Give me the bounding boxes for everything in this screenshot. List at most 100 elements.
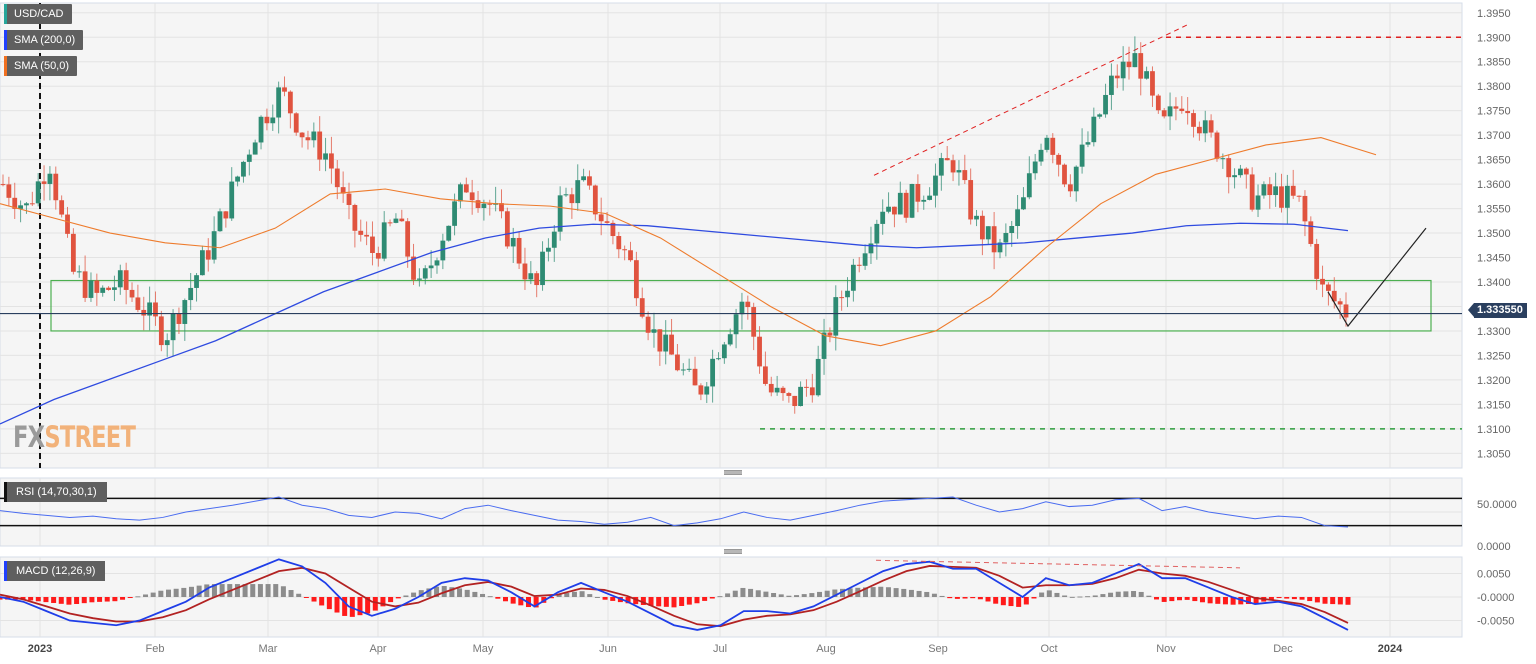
candle-body xyxy=(686,368,692,370)
candle-body xyxy=(903,192,909,218)
candle-body xyxy=(950,160,956,173)
macd-histogram-bar xyxy=(242,584,248,597)
current-price-tag: 1.333550 xyxy=(1468,303,1527,318)
macd-histogram-bar xyxy=(204,584,210,597)
candle-body xyxy=(1056,154,1062,165)
candle-body xyxy=(1214,132,1220,159)
candle-body xyxy=(53,173,59,201)
macd-histogram-bar xyxy=(748,588,754,597)
macd-histogram-bar xyxy=(1337,597,1343,605)
candle-body xyxy=(1044,137,1050,150)
candle-body xyxy=(815,358,821,396)
macd-histogram-bar xyxy=(66,597,72,605)
macd-histogram-bar xyxy=(817,591,823,597)
macd-histogram-bar xyxy=(663,597,669,607)
candle-body xyxy=(915,183,921,202)
macd-histogram-bar xyxy=(840,588,845,597)
rising-trendline xyxy=(873,23,1191,176)
macd-histogram-bar xyxy=(411,592,417,597)
macd-label-text: MACD (12,26,9) xyxy=(16,565,96,577)
candle-body xyxy=(176,313,182,324)
x-axis-label: 2024 xyxy=(1378,643,1403,655)
macd-histogram-bar xyxy=(1314,597,1320,603)
macd-axis-label: -0.0050 xyxy=(1477,616,1514,628)
legend-label: SMA (200,0) xyxy=(14,34,76,46)
macd-histogram-bar xyxy=(993,597,999,604)
candle-body xyxy=(669,334,674,355)
x-axis-label: Aug xyxy=(816,643,836,655)
candle-body xyxy=(862,253,868,266)
macd-histogram-bar xyxy=(977,597,983,600)
macd-histogram-bar xyxy=(1161,597,1167,602)
macd-histogram-bar xyxy=(725,593,731,597)
macd-histogram-bar xyxy=(234,584,240,597)
candle-body xyxy=(1050,137,1056,155)
candle-body xyxy=(1097,114,1103,117)
macd-histogram-bar xyxy=(832,589,838,597)
y-axis-label: 1.3250 xyxy=(1477,350,1511,362)
candle-body xyxy=(82,271,88,298)
macd-histogram-bar xyxy=(388,597,394,603)
candle-body xyxy=(833,297,839,336)
macd-histogram-bar xyxy=(1039,592,1045,597)
macd-histogram-bar xyxy=(28,597,34,601)
macd-histogram-bar xyxy=(1238,597,1244,605)
pane-resize-handle-rsi[interactable] xyxy=(724,470,742,475)
candle-body xyxy=(59,200,65,215)
candle-body xyxy=(270,117,276,124)
macd-histogram-bar xyxy=(1284,597,1290,599)
candle-body xyxy=(499,203,504,212)
macd-histogram-bar xyxy=(985,597,991,602)
macd-histogram-bar xyxy=(954,597,960,599)
pane-resize-handle-macd[interactable] xyxy=(724,549,742,554)
macd-histogram-bar xyxy=(862,587,868,597)
legend-item-symbol[interactable]: USD/CAD xyxy=(4,4,72,24)
candle-body xyxy=(76,271,82,273)
sma200-line xyxy=(0,222,1349,425)
candle-body xyxy=(452,201,457,226)
candle-body xyxy=(927,195,933,200)
legend-item-sma200[interactable]: SMA (200,0) xyxy=(4,30,84,50)
candle-body xyxy=(798,386,803,407)
candle-body xyxy=(557,195,563,232)
main-pane xyxy=(0,2,1463,469)
candle-body xyxy=(205,250,211,260)
candle-body xyxy=(944,158,950,161)
macd-histogram-bar xyxy=(1108,592,1114,597)
candle-body xyxy=(856,264,862,266)
macd-histogram-bar xyxy=(1023,597,1029,605)
rsi-pane-label[interactable]: RSI (14,70,30,1) xyxy=(4,482,107,502)
candle-body xyxy=(1273,186,1279,196)
candle-body xyxy=(358,230,364,235)
candle-body xyxy=(962,170,968,181)
macd-histogram-bar xyxy=(571,591,577,597)
candle-body xyxy=(827,332,833,336)
macd-histogram-bar xyxy=(166,589,171,597)
macd-histogram-bar xyxy=(457,588,463,597)
macd-histogram-bar xyxy=(1230,597,1236,605)
candle-body xyxy=(311,131,317,141)
candle-body xyxy=(675,354,680,371)
candle-body xyxy=(223,211,229,219)
candle-body xyxy=(1009,226,1015,233)
macd-histogram-bar xyxy=(89,597,95,603)
x-axis-label: 2023 xyxy=(28,643,52,655)
legend-item-sma50[interactable]: SMA (50,0) xyxy=(4,56,78,76)
macd-histogram-bar xyxy=(878,586,884,597)
macd-histogram-bar xyxy=(1000,597,1006,606)
candle-body xyxy=(24,203,29,206)
candle-body xyxy=(100,287,106,293)
macd-pane-label[interactable]: MACD (12,26,9) xyxy=(4,561,106,581)
macd-histogram-bar xyxy=(380,597,386,607)
candle-body xyxy=(112,287,117,290)
candle-body xyxy=(850,264,856,291)
candle-body xyxy=(780,387,786,394)
candle-body xyxy=(1003,232,1009,243)
macd-histogram-bar xyxy=(939,595,945,597)
support-zone-box xyxy=(50,279,1432,332)
candle-body xyxy=(47,173,53,184)
candle-body xyxy=(1179,108,1185,112)
candle-body xyxy=(1255,195,1261,210)
